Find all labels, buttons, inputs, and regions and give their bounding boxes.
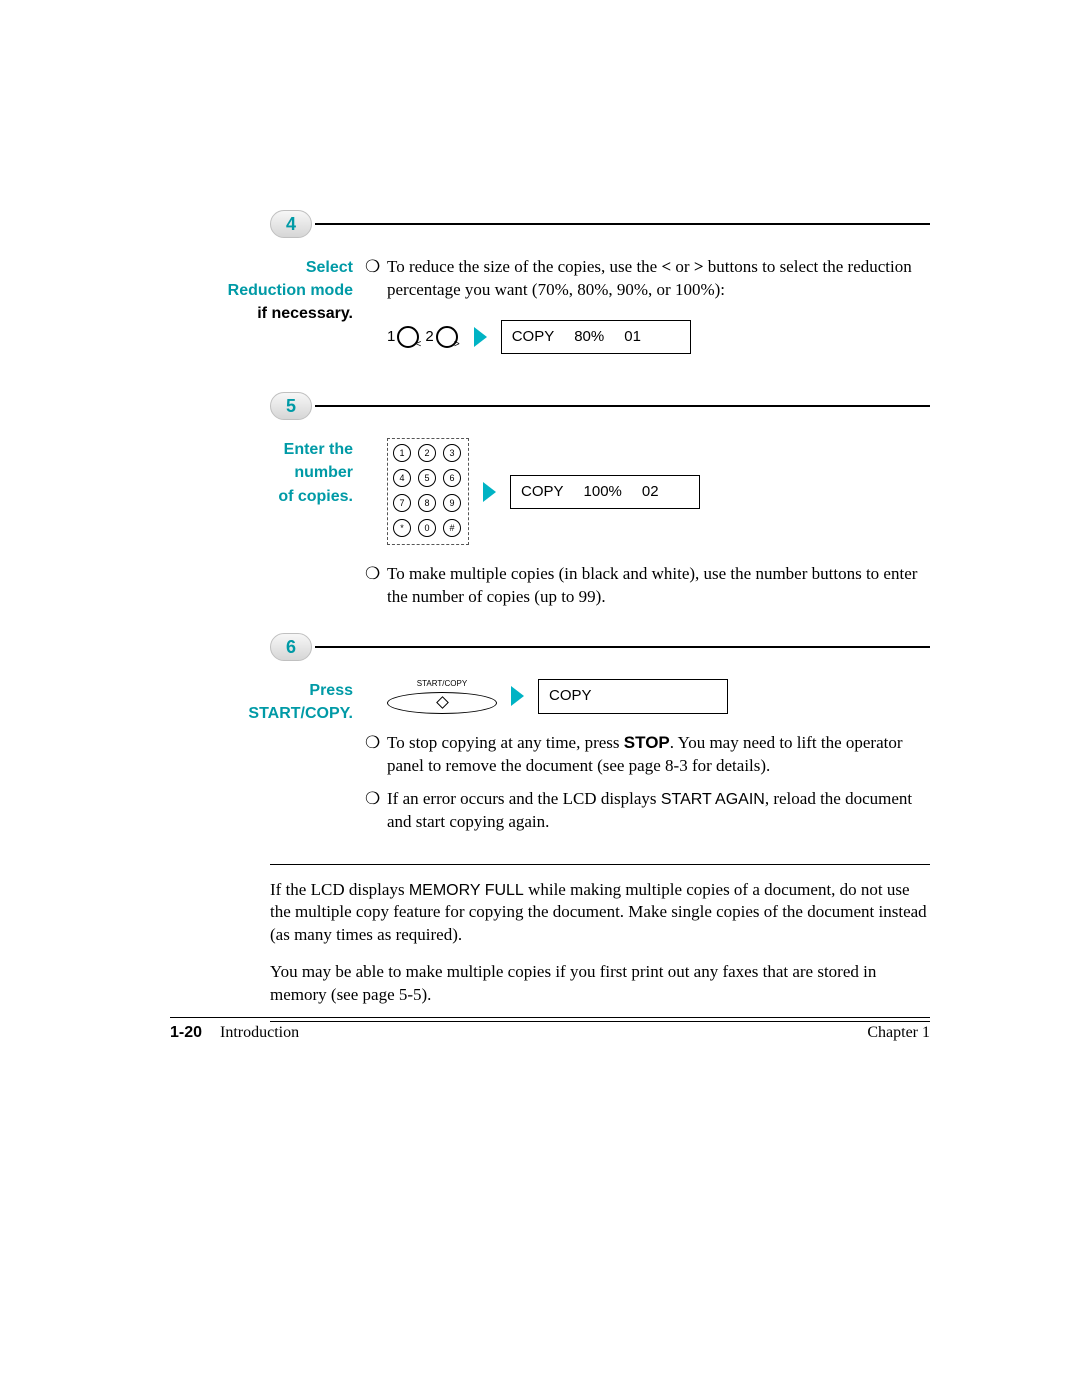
note-1: If the LCD displays MEMORY FULL while ma… bbox=[270, 879, 930, 948]
page-number: 1-20 bbox=[170, 1024, 202, 1041]
keypad-key: # bbox=[443, 519, 461, 537]
txt: MEMORY FULL bbox=[409, 882, 524, 899]
divider bbox=[270, 864, 930, 865]
lcd-display: COPY 100% 02 bbox=[510, 475, 700, 509]
divider bbox=[315, 223, 930, 225]
keypad-key: 9 bbox=[443, 494, 461, 512]
dial-buttons: 1 2 bbox=[387, 326, 460, 348]
step-5-text: To make multiple copies (in black and wh… bbox=[387, 563, 930, 609]
lcd-display: COPY 80% 01 bbox=[501, 320, 691, 354]
step-5-header: 5 bbox=[170, 392, 930, 420]
txt: > bbox=[694, 257, 704, 276]
step-6-illustration: START/COPY COPY bbox=[387, 679, 930, 714]
lcd-text: 01 bbox=[624, 327, 641, 347]
arrow-icon bbox=[483, 482, 496, 502]
step-6-bullet-1: ❍ To stop copying at any time, press STO… bbox=[365, 732, 930, 778]
lcd-text: 02 bbox=[642, 482, 659, 502]
bullet-icon: ❍ bbox=[365, 256, 387, 302]
txt: 2 bbox=[425, 327, 433, 347]
txt: Select bbox=[306, 259, 353, 276]
note-2: You may be able to make multiple copies … bbox=[270, 961, 930, 1007]
txt: Enter the bbox=[284, 441, 353, 458]
txt: or bbox=[671, 257, 694, 276]
keypad-key: 5 bbox=[418, 469, 436, 487]
lcd-display: COPY bbox=[538, 679, 728, 713]
txt: If an error occurs and the LCD displays bbox=[387, 789, 661, 808]
step-6-bullet-2: ❍ If an error occurs and the LCD display… bbox=[365, 788, 930, 834]
step-4-header: 4 bbox=[170, 210, 930, 238]
txt: START/COPY. bbox=[248, 705, 353, 722]
keypad-key: 4 bbox=[393, 469, 411, 487]
bullet-icon: ❍ bbox=[365, 563, 387, 609]
txt: START/COPY bbox=[387, 679, 497, 690]
page-footer: 1-20 Introduction Chapter 1 bbox=[170, 1017, 930, 1042]
txt: number bbox=[294, 464, 353, 481]
step-6-header: 6 bbox=[170, 633, 930, 661]
lcd-text: COPY bbox=[549, 686, 592, 706]
arrow-icon bbox=[511, 686, 524, 706]
step-5-illustration: 123 456 789 * 0 # COPY 100% 02 bbox=[387, 438, 930, 545]
txt: if necessary. bbox=[257, 305, 353, 322]
lcd-text: 80% bbox=[574, 327, 604, 347]
step-4-illustration: 1 2 COPY 80% 01 bbox=[387, 320, 930, 354]
step-4-bullet: ❍ To reduce the size of the copies, use … bbox=[365, 256, 930, 302]
step-5-title: Enter the number of copies. bbox=[170, 438, 365, 617]
bullet-icon: ❍ bbox=[365, 788, 387, 834]
bullet-icon: ❍ bbox=[365, 732, 387, 778]
left-button-icon bbox=[397, 326, 419, 348]
keypad-key: 0 bbox=[418, 519, 436, 537]
step-6-text-2: If an error occurs and the LCD displays … bbox=[387, 788, 930, 834]
step-6-text-1: To stop copying at any time, press STOP.… bbox=[387, 732, 930, 778]
txt: STOP bbox=[624, 733, 670, 752]
txt: of copies. bbox=[278, 488, 353, 505]
lcd-text: 100% bbox=[584, 482, 622, 502]
step-4-title: Select Reduction mode if necessary. bbox=[170, 256, 365, 364]
step-5-badge: 5 bbox=[270, 392, 312, 420]
keypad-key: 7 bbox=[393, 494, 411, 512]
keypad-key: 3 bbox=[443, 444, 461, 462]
arrow-icon bbox=[474, 327, 487, 347]
keypad-key: 1 bbox=[393, 444, 411, 462]
step-5-bullet: ❍ To make multiple copies (in black and … bbox=[365, 563, 930, 609]
txt: If the LCD displays bbox=[270, 880, 409, 899]
keypad-key: 8 bbox=[418, 494, 436, 512]
divider bbox=[315, 646, 930, 648]
chapter-label: Chapter 1 bbox=[867, 1024, 930, 1042]
lcd-text: COPY bbox=[521, 482, 564, 502]
txt: 1 bbox=[387, 327, 395, 347]
txt: Press bbox=[309, 682, 353, 699]
diamond-icon bbox=[436, 696, 449, 709]
keypad-key: 2 bbox=[418, 444, 436, 462]
step-4-badge: 4 bbox=[270, 210, 312, 238]
keypad-key: 6 bbox=[443, 469, 461, 487]
txt: < bbox=[661, 257, 671, 276]
step-4-text: To reduce the size of the copies, use th… bbox=[387, 256, 930, 302]
divider bbox=[315, 405, 930, 407]
right-button-icon bbox=[436, 326, 458, 348]
txt: Reduction mode bbox=[228, 282, 353, 299]
txt: START AGAIN bbox=[661, 791, 765, 808]
step-6-badge: 6 bbox=[270, 633, 312, 661]
keypad-key: * bbox=[393, 519, 411, 537]
start-copy-button-icon: START/COPY bbox=[387, 679, 497, 714]
step-6-title: Press START/COPY. bbox=[170, 679, 365, 842]
section-name: Introduction bbox=[220, 1024, 299, 1041]
txt: To reduce the size of the copies, use th… bbox=[387, 257, 661, 276]
txt: To stop copying at any time, press bbox=[387, 733, 624, 752]
lcd-text: COPY bbox=[512, 327, 555, 347]
keypad-icon: 123 456 789 * 0 # bbox=[387, 438, 469, 545]
